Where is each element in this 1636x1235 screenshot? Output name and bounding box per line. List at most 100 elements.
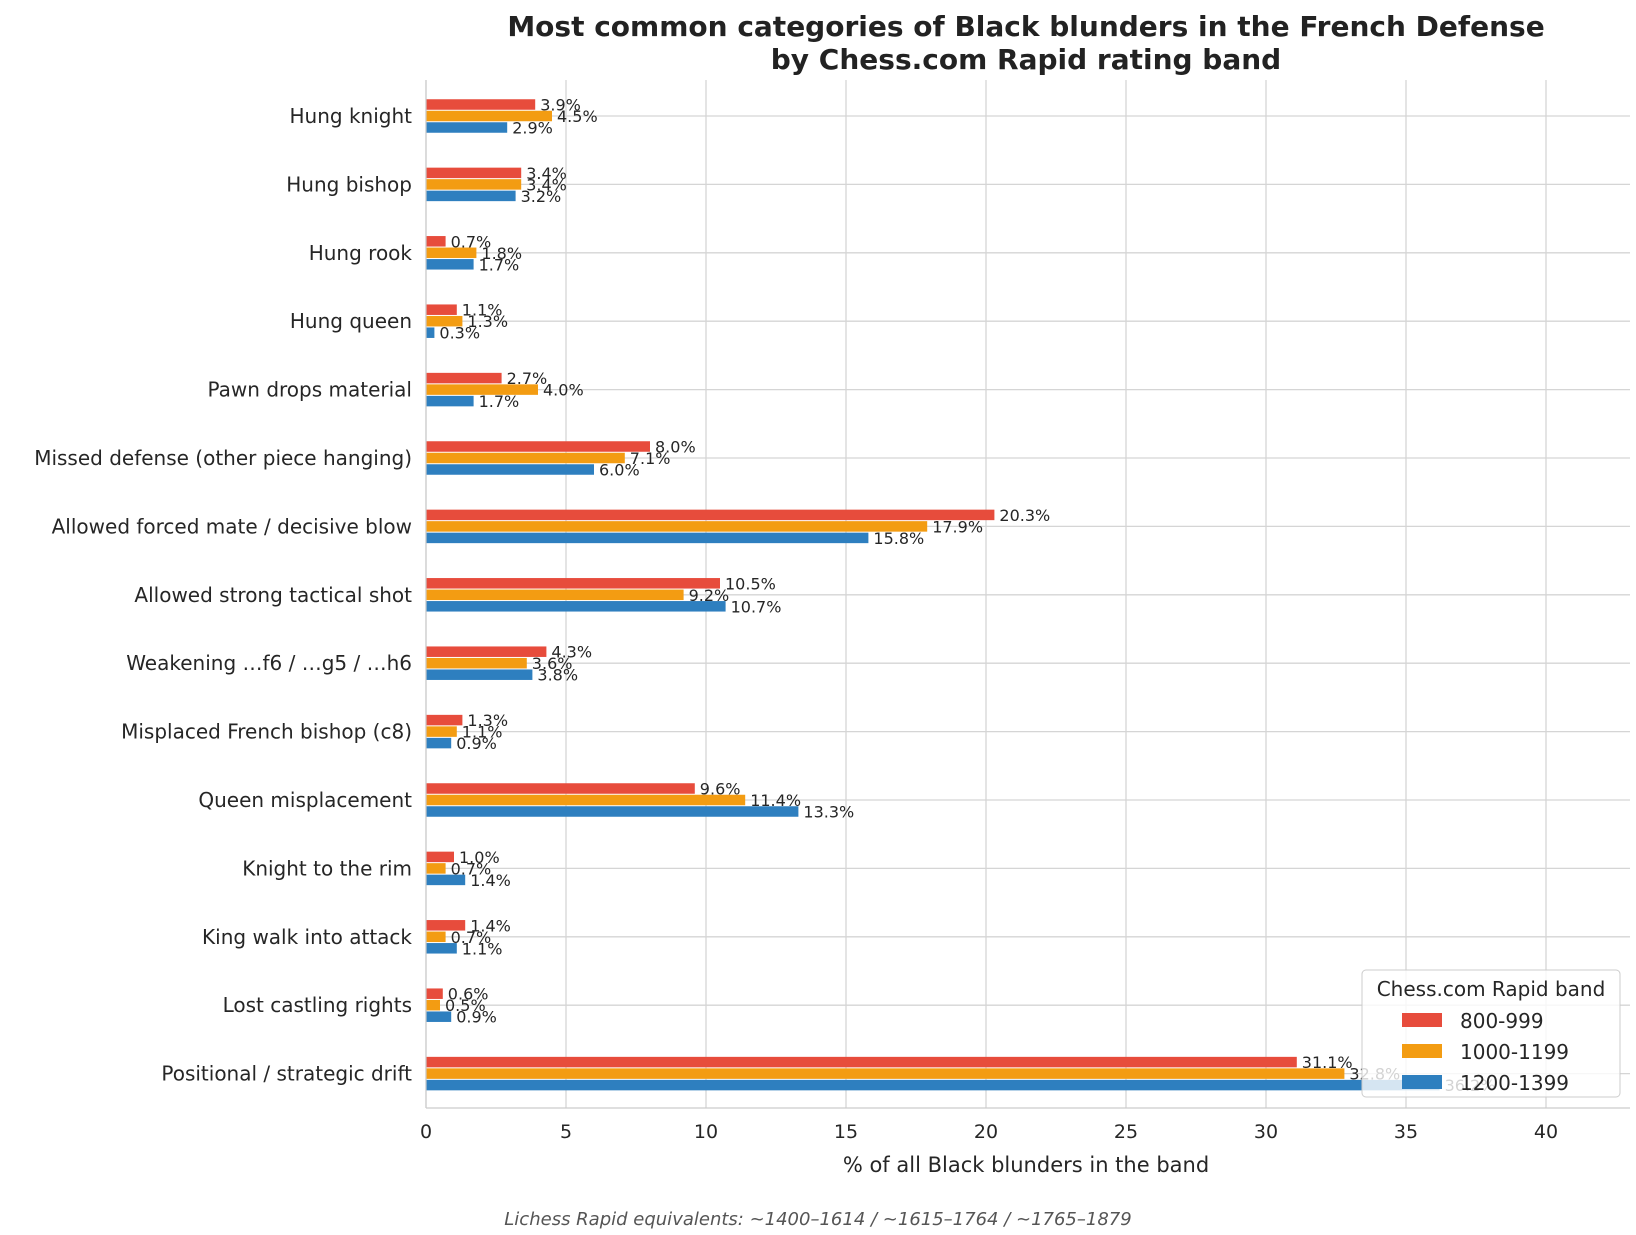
- bar: [426, 931, 446, 943]
- x-axis-label: % of all Black blunders in the band: [843, 1153, 1209, 1177]
- bar-value-label: 0.7%: [451, 859, 492, 878]
- bar: [426, 110, 552, 122]
- bar: [426, 236, 446, 247]
- x-tick-labels: 0 5 10 15 20 25 30 35 40: [420, 1121, 1558, 1143]
- bar-value-label: 1.1%: [462, 301, 503, 320]
- category-label: Queen misplacement: [198, 788, 412, 812]
- x-tick-label: 20: [974, 1121, 998, 1143]
- bar-value-label: 1.7%: [479, 255, 520, 274]
- bar: [426, 601, 726, 612]
- bar-value-label: 1.1%: [462, 723, 503, 742]
- bar-value-label: 31.1%: [1302, 1053, 1353, 1072]
- bar-value-label: 9.2%: [689, 586, 730, 605]
- bar: [426, 578, 720, 589]
- footnote: Lichess Rapid equivalents: ~1400–1614 / …: [504, 1209, 1131, 1230]
- bar: [426, 122, 508, 133]
- bar-value-label: 1.7%: [479, 392, 520, 411]
- category-label: Misplaced French bishop (c8): [121, 720, 412, 744]
- bar: [426, 327, 435, 338]
- bar-value-label: 3.6%: [532, 654, 573, 673]
- bar-value-label: 0.9%: [456, 734, 497, 753]
- legend-title: Chess.com Rapid band: [1377, 977, 1606, 1001]
- bar: [426, 179, 522, 190]
- category-label: King walk into attack: [202, 925, 412, 949]
- bar-value-label: 17.9%: [932, 517, 983, 536]
- x-tick-label: 25: [1114, 1121, 1138, 1143]
- bar-value-label: 1.3%: [467, 711, 508, 730]
- bar: [426, 646, 547, 657]
- bar-value-label: 6.0%: [599, 461, 640, 480]
- x-tick-label: 35: [1394, 1121, 1418, 1143]
- bar-value-label: 3.9%: [540, 96, 581, 115]
- bar: [426, 1079, 1440, 1091]
- category-label: Hung rook: [309, 241, 413, 265]
- legend-swatch: [1402, 1013, 1442, 1027]
- bar: [426, 190, 516, 202]
- bar-value-label: 3.4%: [526, 164, 567, 183]
- bar-value-label: 20.3%: [999, 506, 1050, 525]
- chart-subtitle: by Chess.com Rapid rating band: [771, 43, 1281, 76]
- category-label: Positional / strategic drift: [161, 1062, 412, 1086]
- bar: [426, 452, 625, 464]
- bar: [426, 726, 457, 737]
- bar-value-label: 3.8%: [537, 666, 578, 685]
- bar-value-label: 3.2%: [521, 187, 562, 206]
- bar-value-label: 8.0%: [655, 438, 696, 457]
- legend-swatch: [1402, 1075, 1442, 1089]
- category-label: Allowed strong tactical shot: [134, 583, 412, 607]
- bar: [426, 1056, 1297, 1068]
- bar: [426, 167, 522, 179]
- bar-value-label: 7.1%: [630, 449, 671, 468]
- bar-value-label: 4.5%: [557, 107, 598, 126]
- legend-swatch: [1402, 1044, 1442, 1058]
- bar: [426, 863, 446, 874]
- bar-value-label: 0.7%: [451, 928, 492, 947]
- category-label: Knight to the rim: [242, 856, 412, 880]
- bar-value-label: 10.7%: [731, 597, 782, 616]
- category-label: Pawn drops material: [208, 378, 412, 402]
- category-label: Weakening …f6 / …g5 / …h6: [126, 651, 412, 675]
- bar-value-label: 2.9%: [512, 119, 553, 138]
- bar: [426, 669, 533, 680]
- x-tick-label: 40: [1534, 1121, 1558, 1143]
- bar-value-label: 0.5%: [445, 996, 486, 1015]
- bar: [426, 304, 457, 315]
- bar-value-label: 4.3%: [551, 643, 592, 662]
- bar: [426, 657, 527, 669]
- legend: Chess.com Rapid band 800-999 1000-1199 120…: [1361, 969, 1621, 1098]
- bar: [426, 851, 454, 863]
- bar: [426, 395, 474, 407]
- bar: [426, 874, 466, 886]
- bar: [426, 521, 928, 532]
- bar: [426, 464, 594, 475]
- legend-entry: 1000-1199: [1460, 1040, 1569, 1064]
- bar: [426, 920, 466, 931]
- bar-value-label: 3.4%: [526, 175, 567, 194]
- bar-value-label: 9.6%: [700, 780, 741, 799]
- bar: [426, 806, 799, 817]
- legend-box: [1361, 969, 1621, 1098]
- x-tick-label: 30: [1254, 1121, 1278, 1143]
- category-label: Missed defense (other piece hanging): [34, 446, 412, 470]
- legend-entry: 800-999: [1460, 1009, 1544, 1033]
- bar: [426, 99, 536, 110]
- bar-value-label: 0.6%: [448, 985, 489, 1004]
- x-tick-label: 10: [694, 1121, 718, 1143]
- bar-value-label: 1.0%: [459, 848, 500, 867]
- bar: [426, 509, 995, 521]
- bar-value-label: 1.3%: [467, 312, 508, 331]
- bar: [426, 999, 440, 1011]
- bar: [426, 372, 502, 384]
- bar-value-label: 4.0%: [543, 381, 584, 400]
- bar: [426, 1068, 1345, 1079]
- bar-value-label: 10.5%: [725, 574, 776, 593]
- bar: [426, 589, 684, 601]
- bar-value-label: 11.4%: [750, 791, 801, 810]
- bar-value-label: 2.7%: [507, 369, 548, 388]
- bars: [426, 99, 1440, 1091]
- bar: [426, 794, 746, 806]
- bar: [426, 714, 463, 726]
- x-tick-label: 0: [420, 1121, 432, 1143]
- bar: [426, 783, 695, 794]
